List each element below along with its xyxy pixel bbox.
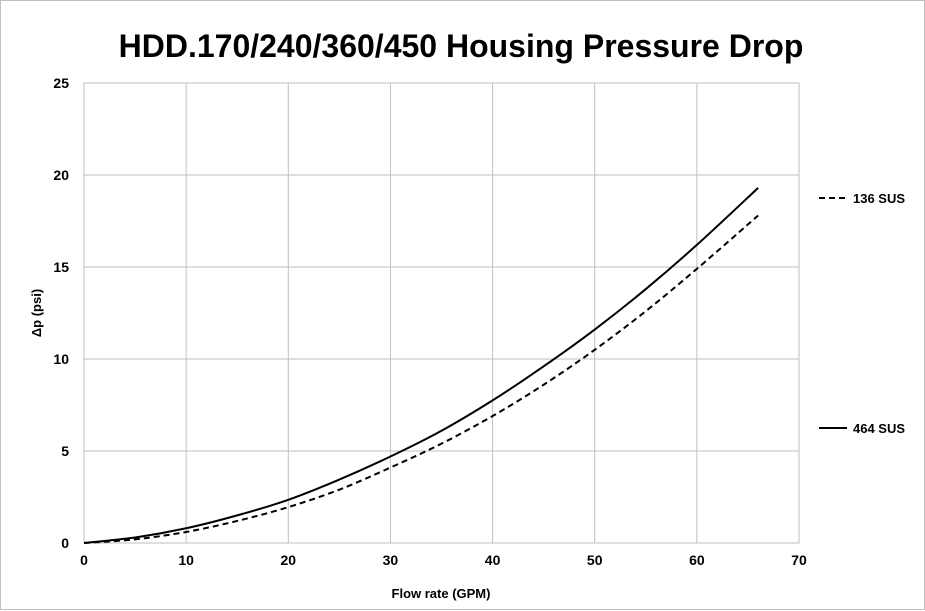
- legend-label: 136 SUS: [853, 191, 905, 206]
- x-tick-label: 40: [485, 552, 501, 568]
- x-tick-label: 20: [280, 552, 296, 568]
- tick-labels: 0 10 20 30 40 50 60 70 0 5 10 15 20 25: [53, 75, 807, 568]
- y-tick-label: 20: [53, 167, 69, 183]
- series-lines: [83, 187, 759, 544]
- x-tick-label: 0: [80, 552, 88, 568]
- plot-area: [83, 82, 800, 544]
- y-axis-label: Δp (psi): [29, 289, 44, 337]
- legend-label: 464 SUS: [853, 421, 905, 436]
- y-tick-label: 25: [53, 75, 69, 91]
- series-line-464-sus: [83, 187, 759, 544]
- chart-title: HDD.170/240/360/450 Housing Pressure Dro…: [119, 28, 804, 64]
- y-tick-label: 0: [61, 535, 69, 551]
- legend: 136 SUS 464 SUS: [819, 191, 905, 436]
- x-tick-label: 60: [689, 552, 705, 568]
- y-tick-label: 15: [53, 259, 69, 275]
- x-tick-label: 30: [383, 552, 399, 568]
- series-line-136-sus: [83, 214, 759, 544]
- x-tick-label: 10: [178, 552, 194, 568]
- y-tick-label: 5: [61, 443, 69, 459]
- gridlines: [83, 82, 800, 544]
- x-tick-label: 70: [791, 552, 807, 568]
- y-tick-label: 10: [53, 351, 69, 367]
- x-tick-label: 50: [587, 552, 603, 568]
- x-axis-label: Flow rate (GPM): [392, 586, 491, 601]
